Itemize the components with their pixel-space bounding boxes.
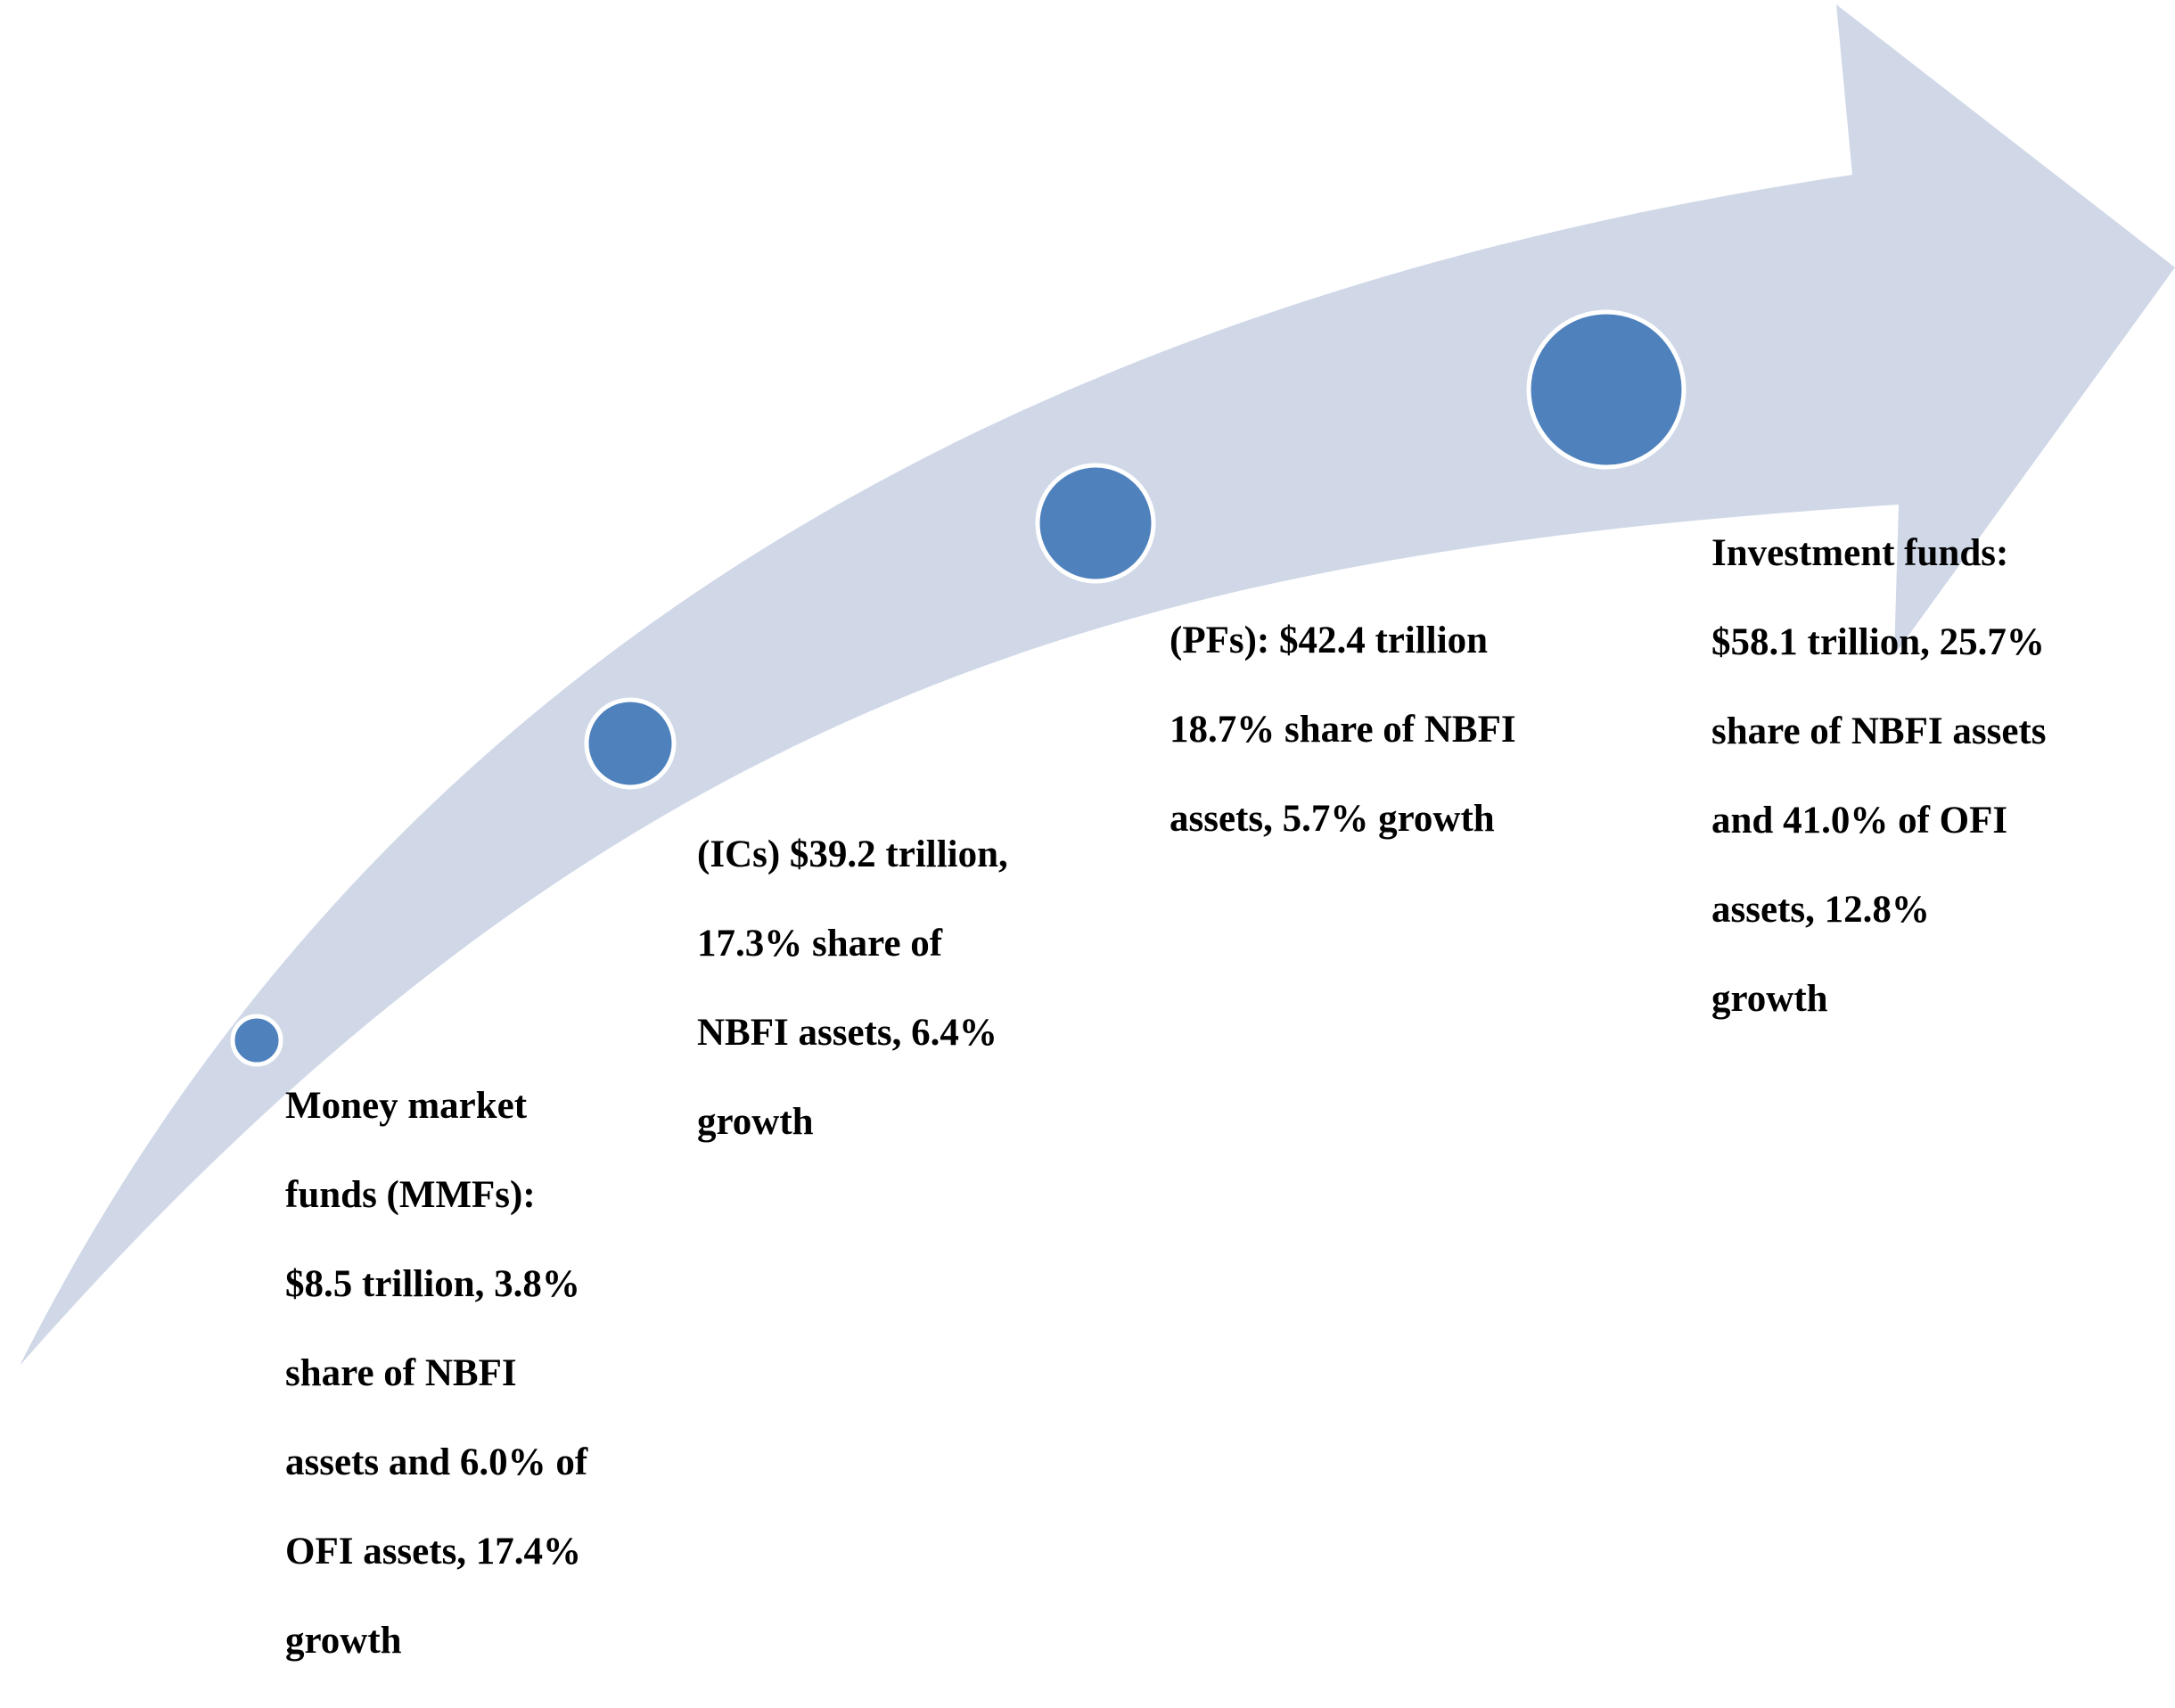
node-circle-pf [1035, 463, 1156, 584]
label-investment-funds: Investment funds: $58.1 trillion, 25.7% … [1711, 532, 2047, 1020]
node-circle-mmf [230, 1014, 283, 1067]
label-money-market-funds: Money market funds (MMFs): $8.5 trillion… [285, 1085, 588, 1662]
label-pension-funds: (PFs): $42.4 trillion 18.7% share of NBF… [1170, 620, 1516, 840]
growth-arrow-diagram [20, 4, 2175, 1366]
node-circle-ic [584, 697, 677, 790]
label-insurance-companies: (ICs) $39.2 trillion, 17.3% share of NBF… [697, 833, 1008, 1143]
node-circle-if [1526, 309, 1687, 470]
